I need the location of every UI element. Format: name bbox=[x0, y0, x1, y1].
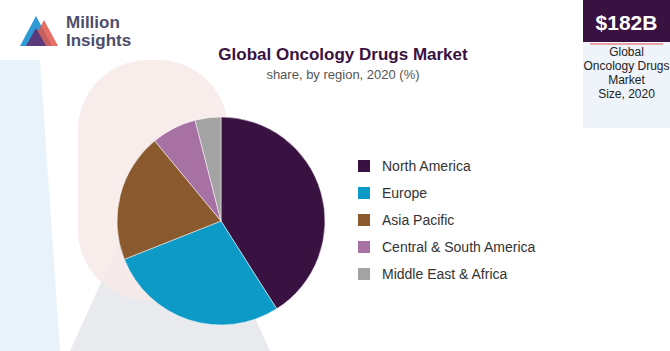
legend-label: Europe bbox=[382, 185, 427, 201]
legend-swatch bbox=[358, 268, 370, 280]
legend-label: Middle East & Africa bbox=[382, 266, 507, 282]
callout-text: Market bbox=[608, 73, 645, 87]
callout-text: Global bbox=[609, 45, 644, 59]
legend-swatch bbox=[358, 241, 370, 253]
callout: $182B GlobalOncology DrugsMarketSize, 202… bbox=[583, 0, 670, 128]
callout-text: Oncology Drugs bbox=[583, 59, 669, 73]
logo-text: Million bbox=[66, 13, 120, 32]
legend-label: Central & South America bbox=[382, 239, 536, 255]
logo: MillionInsights bbox=[20, 13, 131, 50]
pie bbox=[117, 117, 325, 325]
callout-box bbox=[583, 0, 670, 128]
background bbox=[0, 0, 670, 351]
pie-slice bbox=[195, 117, 221, 221]
callout-text: Size, 2020 bbox=[598, 87, 655, 101]
callout-header bbox=[583, 0, 670, 42]
subtitle: share, by region, 2020 (%) bbox=[266, 67, 419, 82]
logo-text: Insights bbox=[66, 31, 131, 50]
logo-icon bbox=[26, 28, 46, 46]
legend: North America Europe Asia Pacific Central &… bbox=[358, 158, 536, 282]
title: Global Oncology Drugs Market bbox=[218, 45, 468, 64]
bg-shape bbox=[0, 60, 60, 351]
callout-text: $182B bbox=[596, 11, 658, 34]
legend-label: Asia Pacific bbox=[382, 212, 454, 228]
legend-label: North America bbox=[382, 158, 471, 174]
legend-swatch bbox=[358, 187, 370, 199]
legend-swatch bbox=[358, 160, 370, 172]
chart-svg: MillionInsights $182B GlobalOncology Drugs… bbox=[0, 0, 670, 351]
legend-swatch bbox=[358, 214, 370, 226]
